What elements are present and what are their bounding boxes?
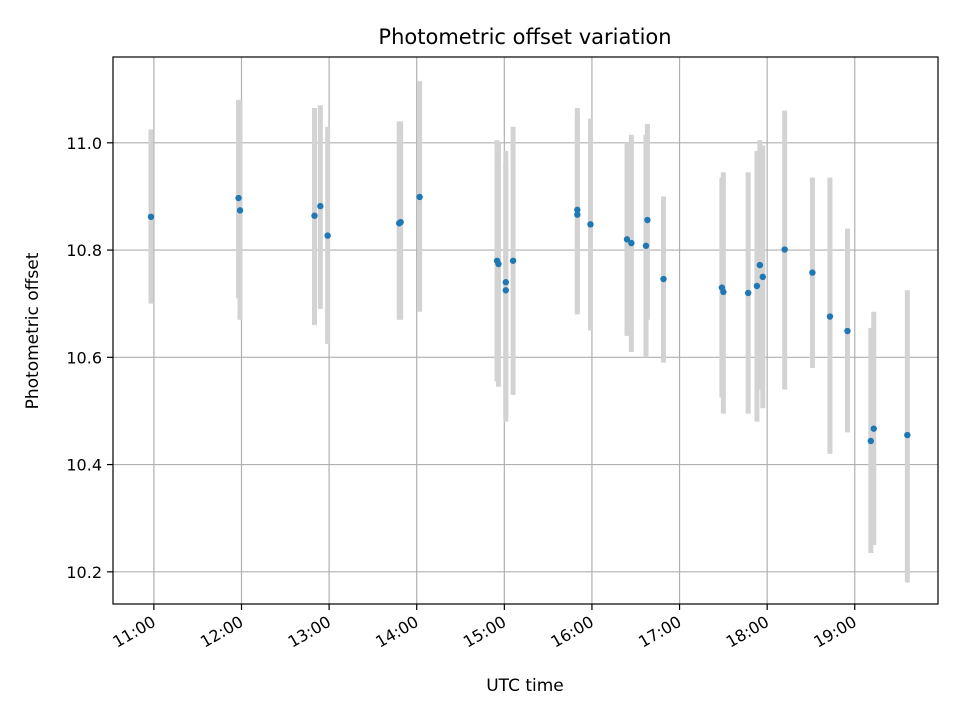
data-point: [720, 288, 727, 296]
data-point: [574, 211, 581, 218]
data-point: [644, 216, 651, 224]
data-point: [574, 206, 581, 214]
data-point: [587, 221, 594, 228]
data-point: [826, 313, 834, 320]
data-point: [844, 327, 851, 335]
y-tick-label: 11.0: [66, 134, 102, 153]
data-point: [416, 193, 423, 201]
x-axis-label: UTC time: [486, 676, 564, 696]
y-axis-ticks: 10.2 10.4 10.6 10.8 11.0: [66, 134, 113, 582]
data-point: [744, 289, 752, 297]
data-point: [623, 236, 631, 243]
data-point: [753, 282, 761, 290]
data-point: [904, 431, 911, 439]
y-tick-label: 10.2: [66, 563, 102, 582]
data-point: [781, 246, 788, 253]
data-point: [502, 279, 509, 286]
chart-title: Photometric offset variation: [378, 25, 671, 49]
data-point: [495, 260, 502, 268]
data-point: [147, 213, 155, 221]
data-points: [147, 193, 911, 445]
y-tick-label: 10.6: [66, 348, 102, 367]
data-point: [311, 212, 318, 219]
data-point: [236, 207, 244, 214]
data-point: [628, 239, 635, 247]
data-point: [759, 273, 766, 281]
y-axis-label: Photometric offset: [23, 252, 43, 409]
data-point: [756, 261, 764, 269]
y-tick-label: 10.4: [66, 456, 102, 475]
data-point: [809, 269, 816, 276]
data-point: [235, 194, 242, 202]
data-point: [317, 202, 324, 210]
data-point: [870, 425, 877, 432]
data-point: [502, 287, 509, 294]
data-point: [867, 437, 875, 445]
plot-frame: [112, 56, 939, 605]
data-point: [660, 275, 667, 283]
data-point: [509, 257, 517, 264]
data-point: [642, 242, 650, 249]
data-point: [397, 218, 404, 226]
y-tick-label: 10.8: [66, 241, 102, 260]
data-point: [324, 232, 331, 239]
